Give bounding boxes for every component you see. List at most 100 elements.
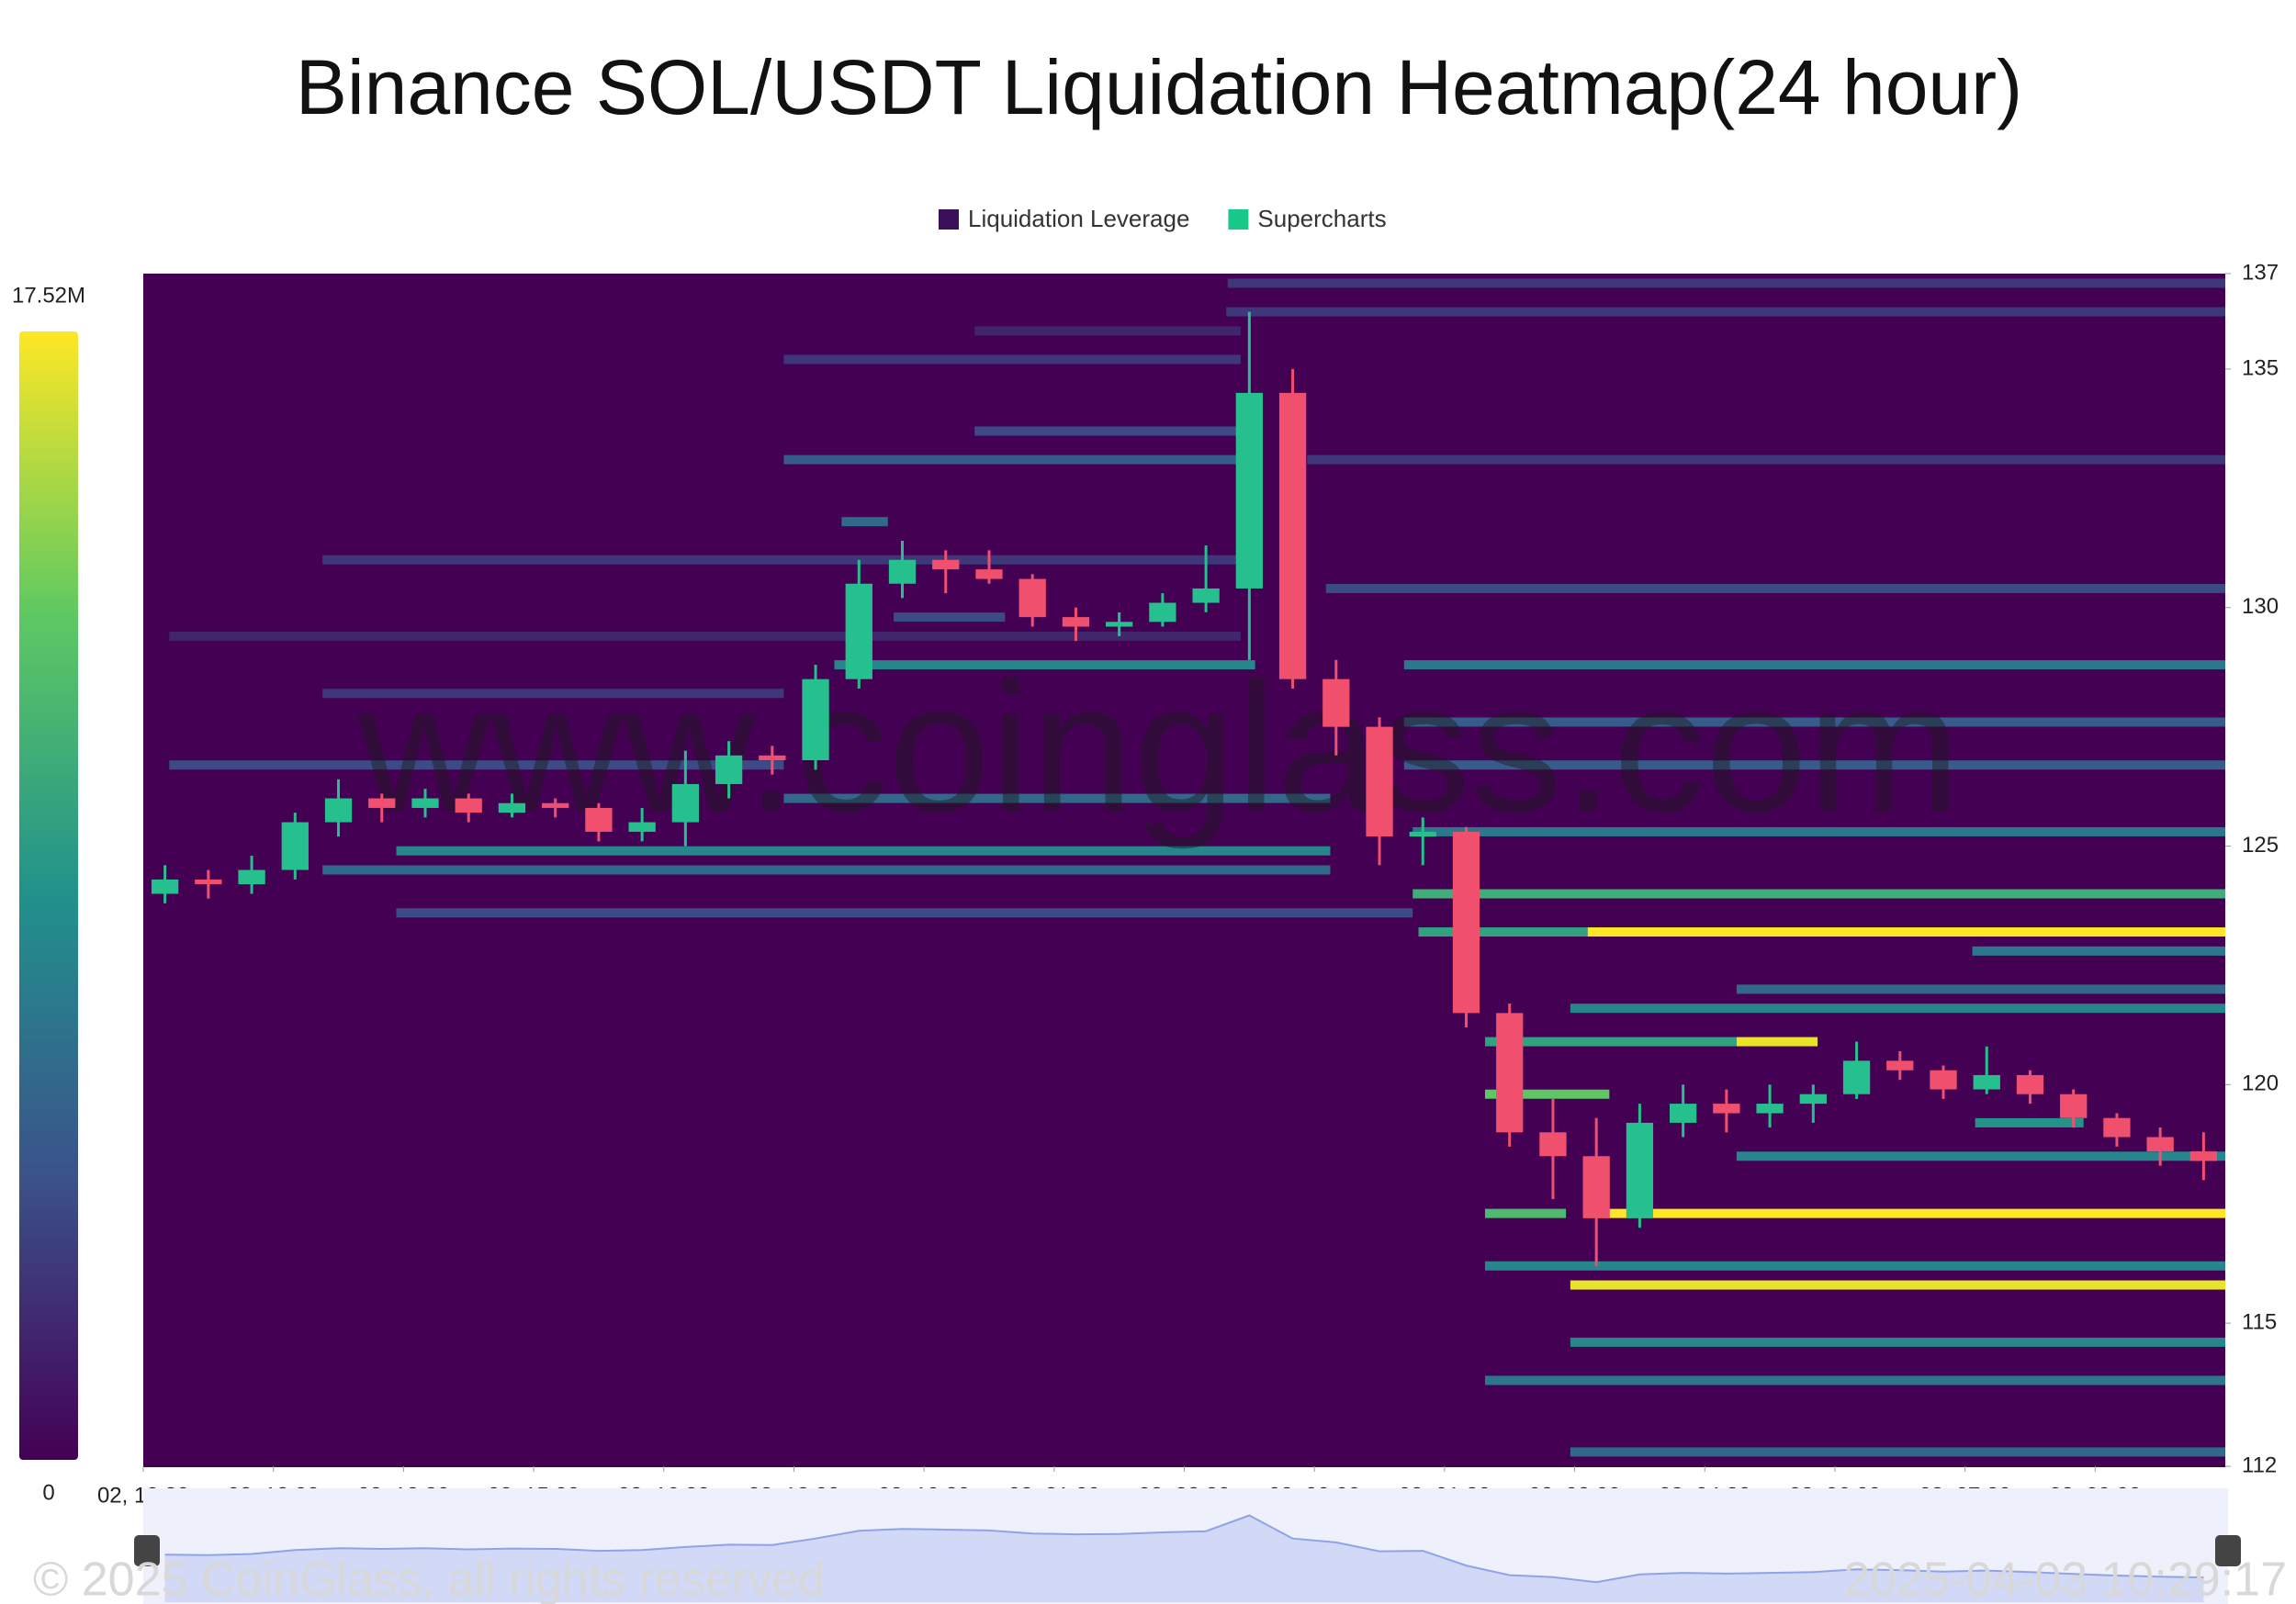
candle-body — [1496, 1013, 1524, 1133]
copyright: © 2025 CoinGlass, all rights reserved — [33, 1554, 825, 1604]
y-tick-label: 112 — [2242, 1453, 2277, 1477]
heat-band — [1570, 1447, 2225, 1457]
y-tick-label: 115 — [2242, 1309, 2277, 1334]
candle-body — [759, 755, 786, 760]
heat-band — [783, 354, 1241, 365]
colorbar — [19, 331, 78, 1460]
legend-label: Supercharts — [1257, 205, 1386, 232]
navigator-area — [164, 1515, 2204, 1602]
watermark: www.coinglass.com — [356, 645, 1960, 850]
candle-body — [324, 798, 353, 823]
candle-body — [195, 879, 222, 885]
candle-body — [1235, 392, 1263, 589]
heat-band — [974, 426, 1241, 436]
heat-band — [1484, 1037, 1737, 1047]
candle-body — [1756, 1104, 1784, 1114]
heat-band — [322, 865, 1331, 875]
y-tick-label: 120 — [2242, 1071, 2279, 1096]
y-tick-label: 130 — [2242, 594, 2279, 619]
candle-body — [845, 583, 872, 679]
legend-swatch — [1228, 209, 1249, 230]
heat-band — [1325, 583, 2225, 593]
heat-band — [169, 631, 1241, 641]
candle-body — [802, 679, 829, 760]
candles — [151, 311, 2218, 1266]
candle-body — [1019, 578, 1046, 618]
y-tick-label: 125 — [2242, 833, 2279, 858]
candle-body — [1626, 1122, 1654, 1218]
heat-band — [1736, 1151, 2225, 1161]
candle-body — [628, 822, 656, 832]
candle-body — [2103, 1117, 2131, 1138]
heat-band — [1484, 1089, 1610, 1099]
candle-body — [1930, 1070, 1957, 1090]
candle-body — [671, 783, 700, 823]
heat-band — [1972, 946, 2225, 956]
candle-body — [975, 569, 1003, 579]
legend: Liquidation Leverage Supercharts — [939, 205, 1387, 232]
candle-body — [1192, 588, 1220, 603]
heat-band — [783, 454, 1241, 465]
candle-body — [2060, 1094, 2088, 1118]
candle-body — [2016, 1074, 2044, 1094]
heat-band — [1570, 1280, 2225, 1290]
heat-band — [841, 517, 888, 527]
timestamp: 2025-04-03 10:29:17 — [1843, 1554, 2287, 1604]
candle-body — [281, 822, 309, 870]
heat-band — [1736, 984, 2225, 994]
candle-body — [888, 559, 917, 584]
heat-band — [1484, 1208, 1567, 1218]
heat-band — [1418, 927, 1588, 937]
y-tick-label: 135 — [2242, 355, 2279, 380]
candle-body — [1149, 602, 1176, 623]
heat-band — [1403, 717, 2225, 727]
heat-band — [834, 660, 1255, 670]
chart-title: Binance SOL/USDT Liquidation Heatmap(24 … — [296, 44, 2022, 130]
legend-swatch — [939, 209, 959, 230]
heat-band — [974, 326, 1241, 336]
candle-body — [498, 802, 526, 813]
candle-body — [1062, 617, 1090, 627]
heat-band — [1736, 1037, 1818, 1047]
heat-band — [396, 846, 1331, 856]
heat-band — [396, 908, 1413, 918]
heat-band — [1975, 1117, 2084, 1127]
candle-body — [542, 802, 569, 808]
heat-band — [1412, 889, 2225, 899]
candle-body — [2146, 1137, 2174, 1152]
candle-body — [1713, 1104, 1740, 1114]
heat-band — [783, 793, 1331, 803]
heat-band — [322, 689, 784, 699]
heat-band — [169, 760, 784, 770]
candle-body — [1973, 1074, 2000, 1090]
candle-body — [368, 798, 396, 808]
y-tick-label: 137 — [2242, 260, 2279, 285]
navigator-handle[interactable] — [2215, 1535, 2241, 1566]
candle-body — [715, 755, 743, 784]
navigator-series — [164, 1514, 2204, 1602]
navigator-line — [164, 1514, 2204, 1584]
heat-band — [894, 612, 1006, 623]
legend-label: Liquidation Leverage — [968, 205, 1189, 232]
heat-band — [1484, 1375, 2225, 1385]
candle-body — [585, 807, 613, 832]
candle-body — [151, 879, 179, 894]
candle-body — [1106, 622, 1133, 627]
candle-body — [1322, 679, 1350, 727]
heat-band — [1226, 307, 2225, 317]
colorbar-label: 0 — [42, 1480, 54, 1505]
candle-body — [411, 798, 439, 808]
heat-band — [1403, 660, 2225, 670]
candle-body — [1278, 392, 1307, 679]
heat-band — [1412, 826, 2225, 836]
colorbar-label: 17.52M — [12, 283, 85, 308]
candle-body — [455, 798, 482, 813]
candle-body — [1539, 1132, 1567, 1157]
heat-band — [1570, 1337, 2225, 1347]
heat-band — [1590, 1208, 2225, 1218]
heat-bands — [169, 278, 2225, 1457]
candle-body — [1452, 831, 1480, 1014]
navigator-handle[interactable] — [134, 1535, 160, 1566]
candle-body — [2189, 1151, 2218, 1161]
